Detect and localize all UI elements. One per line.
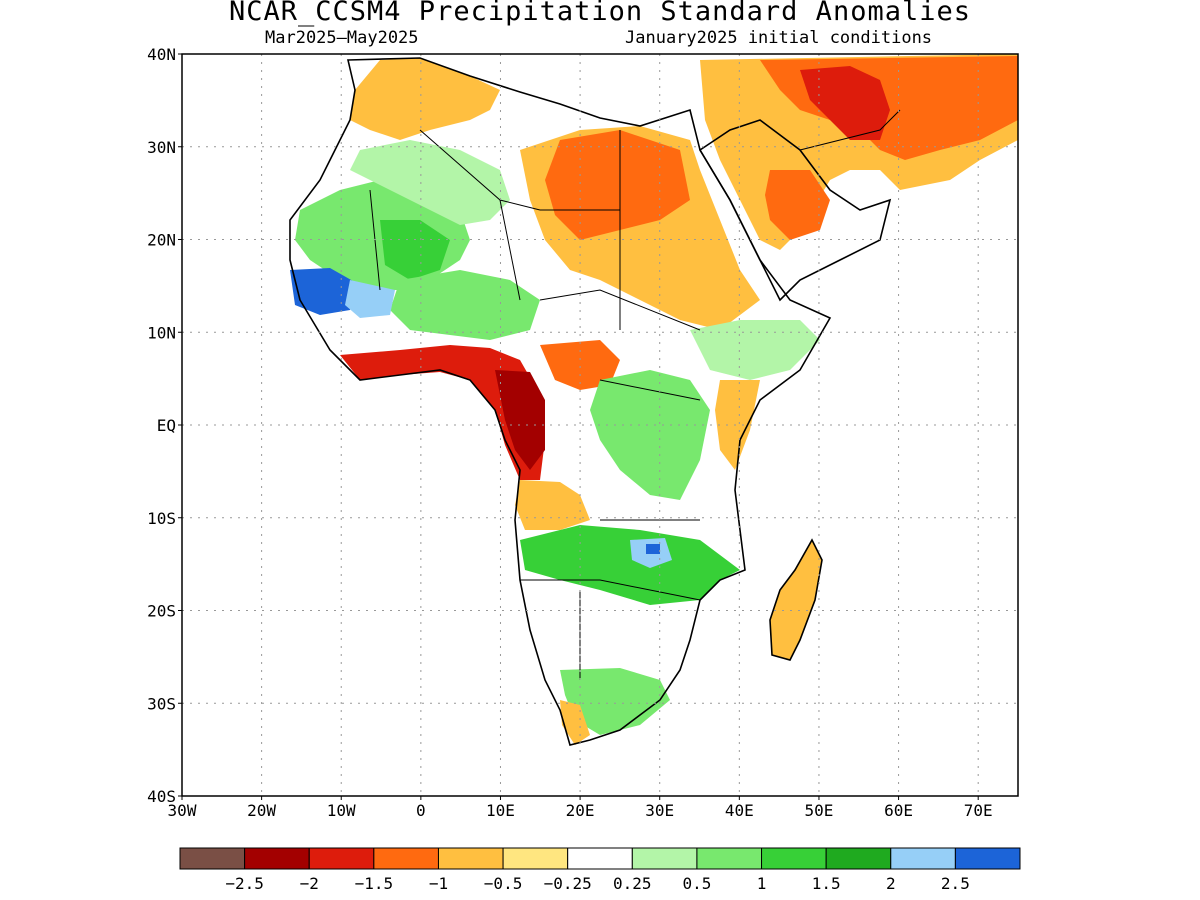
colorbar-swatch [567, 847, 633, 870]
west-africa-wet [390, 270, 540, 340]
guinea-wet-outer [345, 280, 395, 318]
border-line [799, 109, 901, 151]
colorbar-label: 1.5 [812, 874, 841, 893]
initial-conditions: January2025 initial conditions [625, 28, 933, 48]
lon-label: 20E [566, 801, 595, 820]
lat-label: EQ [157, 416, 176, 435]
arabia-coastline [698, 119, 892, 302]
anomaly-fields [290, 54, 1018, 745]
guinea-wet-core [290, 268, 360, 315]
forecast-period: Mar2025–May2025 [265, 28, 419, 48]
colorbar-swatch [308, 847, 375, 870]
gabon-dry-core [495, 370, 545, 470]
colorbar-label: −2.5 [225, 874, 264, 893]
chart-title: NCAR_CCSM4 Precipitation Standard Anomal… [229, 0, 971, 27]
lon-label: 30E [645, 801, 674, 820]
border-line [499, 199, 521, 301]
colorbar-label: 2.5 [941, 874, 970, 893]
colorbar-label: 0.25 [613, 874, 652, 893]
colorbar-label: −2 [300, 874, 319, 893]
cape-dry [560, 700, 590, 745]
sahel-wet [380, 220, 450, 280]
colorbar-swatch [890, 847, 956, 870]
colorbar: −2.5 −2 −1.5 −1 −0.5 −0.25 0.25 0.5 1 1.5 2 2.5 [179, 847, 1021, 893]
colorbar-label: −1.5 [355, 874, 394, 893]
colorbar-swatch [631, 847, 698, 870]
colorbar-swatch [825, 847, 892, 870]
border-line [599, 379, 701, 401]
madagascar-coastline [769, 538, 823, 661]
colorbar-swatch [954, 847, 1021, 870]
southern-africa-wet [520, 525, 740, 605]
lon-label: 60E [884, 801, 913, 820]
algeria-wet [350, 140, 510, 225]
colorbar-label: 1 [757, 874, 767, 893]
colorbar-swatch [437, 847, 504, 870]
lon-label: 50E [804, 801, 833, 820]
lat-label: 40N [147, 45, 176, 64]
libya-core-dry [545, 130, 690, 240]
africa-coastline [289, 57, 832, 746]
colorbar-label: 0.5 [682, 874, 711, 893]
lon-label: 10W [327, 801, 356, 820]
north-africa-dry [350, 58, 500, 140]
lat-label: 20N [147, 231, 176, 250]
graticule [182, 54, 1018, 796]
colorbar-swatch [373, 847, 439, 870]
congo-wet [590, 370, 710, 500]
colorbar-swatch [244, 847, 310, 870]
lon-label: 0 [416, 801, 426, 820]
lat-label: 10S [147, 509, 176, 528]
colorbar-swatch [696, 847, 763, 870]
saudi-dry [765, 170, 830, 240]
angola-dry [515, 480, 590, 530]
colorbar-swatch [502, 847, 569, 870]
colorbar-label: −0.5 [484, 874, 523, 893]
coastlines [289, 57, 892, 746]
lat-label: 20S [147, 602, 176, 621]
colorbar-swatch [761, 847, 827, 870]
south-africa-wet [560, 668, 670, 735]
iran-core-dry [800, 66, 890, 140]
colorbar-label: −0.25 [544, 874, 592, 893]
colorbar-swatch [179, 847, 246, 870]
lon-label: 40E [725, 801, 754, 820]
border-line [539, 289, 701, 331]
lat-label: 10N [147, 323, 176, 342]
horn-dry [715, 380, 760, 470]
lat-label: 40S [147, 787, 176, 806]
lon-label: 20W [247, 801, 276, 820]
zambia-wet-dot [646, 544, 660, 554]
lon-label: 30W [168, 801, 197, 820]
lat-label: 30S [147, 694, 176, 713]
border-line [520, 579, 701, 601]
botswana-neutral [580, 625, 660, 670]
colorbar-label: 2 [886, 874, 896, 893]
lon-label: 70E [964, 801, 993, 820]
lon-label: 10E [486, 801, 515, 820]
lat-label: 30N [147, 138, 176, 157]
east-africa-wet [690, 320, 820, 380]
madagascar [770, 540, 822, 660]
gulf-of-guinea-dry [340, 345, 545, 480]
colorbar-label: −1 [429, 874, 448, 893]
central-african-dry [540, 340, 620, 390]
